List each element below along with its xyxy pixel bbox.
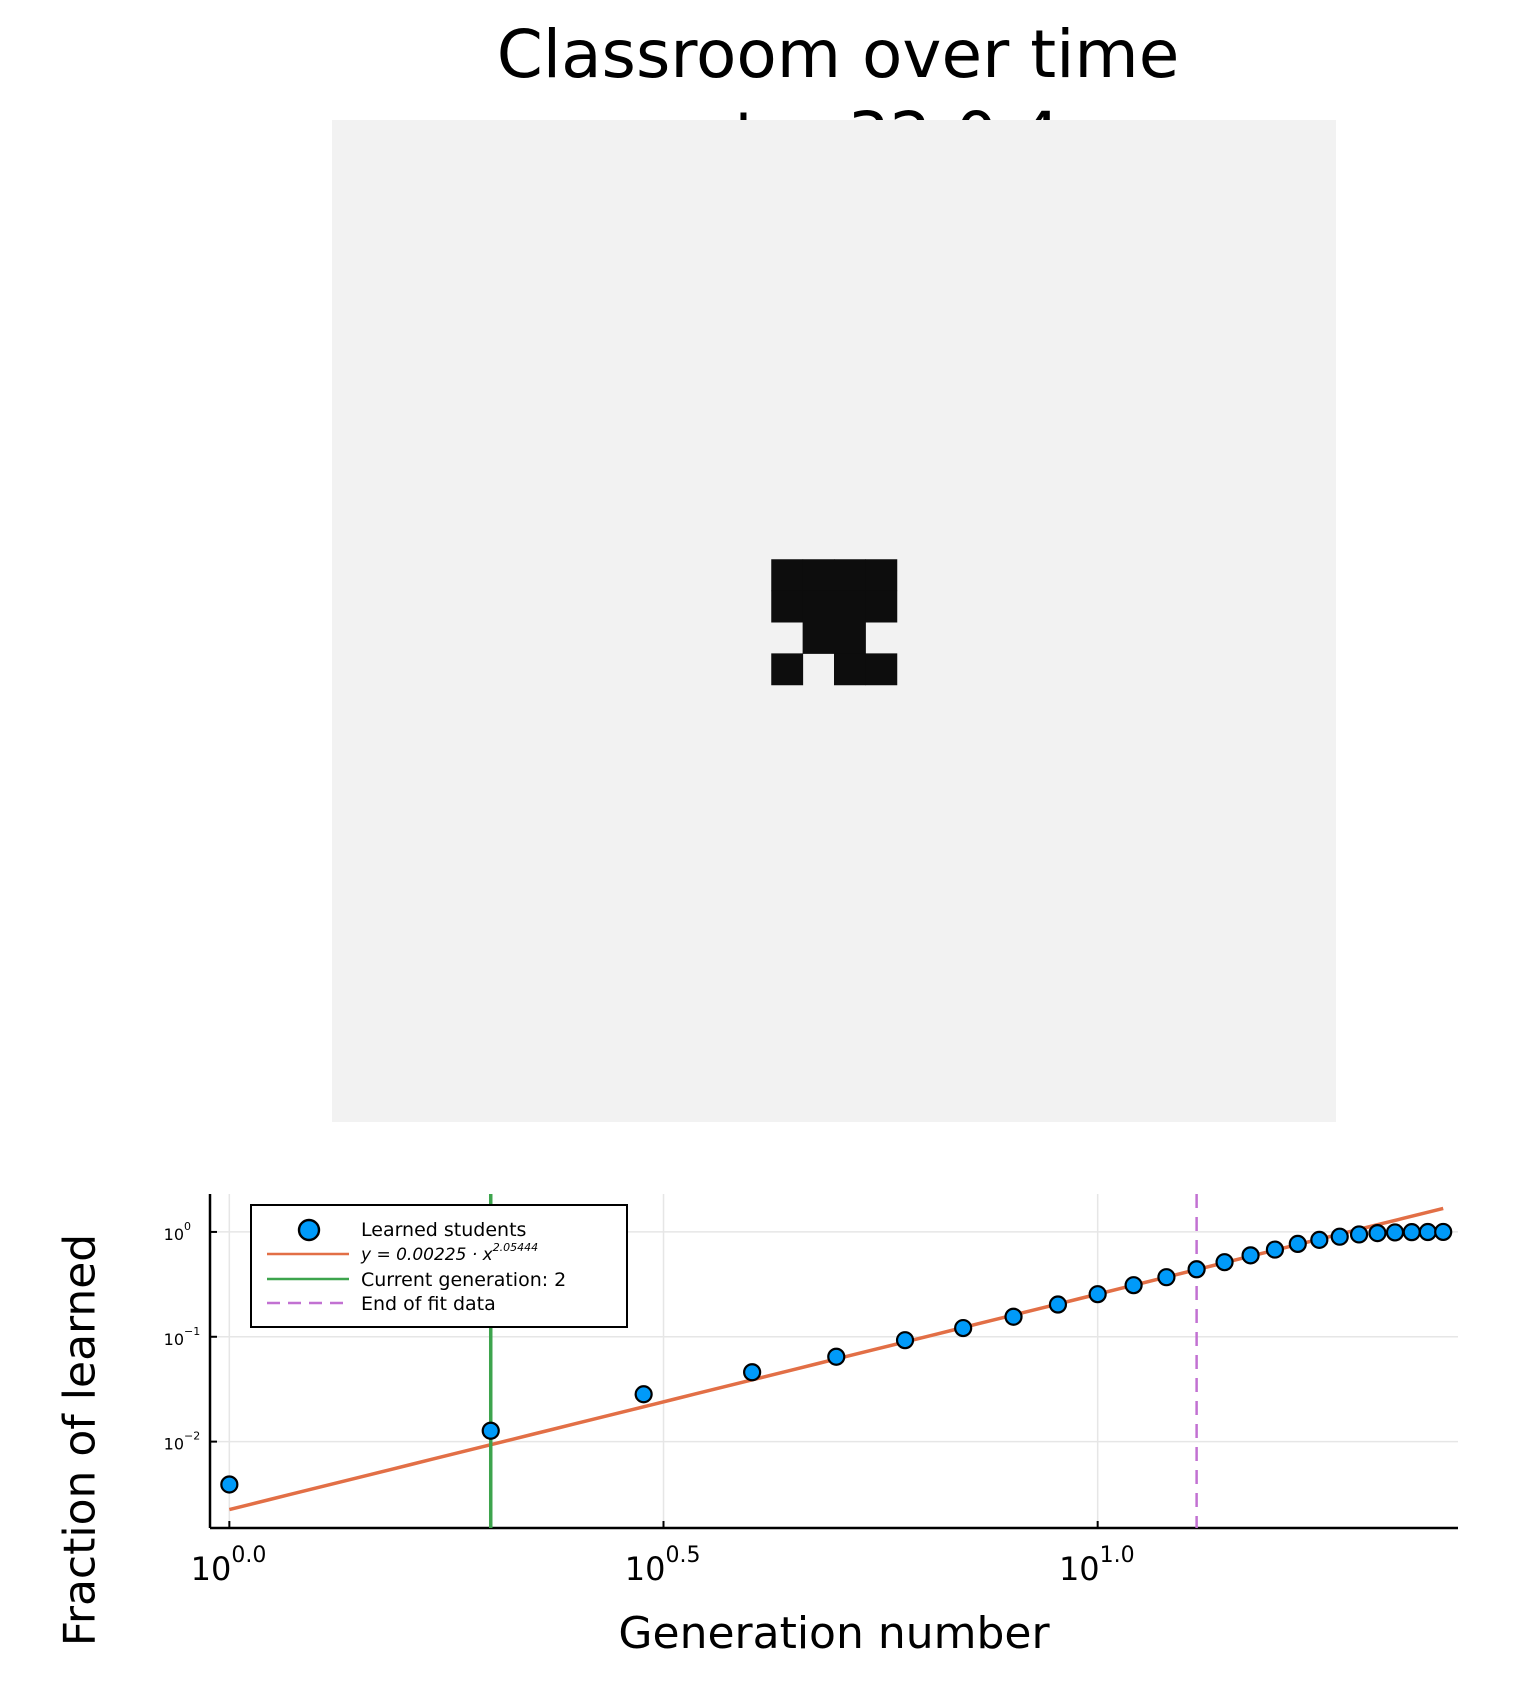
learned-cell (802, 559, 835, 592)
learned-cell (865, 559, 898, 592)
learned-cell (834, 559, 866, 592)
y-tick-label: 10 (164, 1330, 184, 1349)
data-point (1004, 1307, 1023, 1326)
data-point (954, 1318, 973, 1338)
data-point (220, 1475, 239, 1494)
data-point (1048, 1295, 1068, 1314)
y-tick-label: 10 (164, 1435, 184, 1454)
data-point (1187, 1260, 1206, 1279)
learned-cell (771, 590, 804, 623)
learned-cell (802, 622, 835, 654)
y-tick-label: 10 (164, 1225, 184, 1244)
data-point (1434, 1222, 1453, 1242)
x-tick-exponent: 0.0 (231, 1543, 266, 1568)
data-point (1215, 1253, 1234, 1272)
x-tick-label: 10 (1059, 1550, 1100, 1588)
learned-cell (771, 653, 804, 686)
data-point (895, 1331, 915, 1350)
data-point (1310, 1230, 1329, 1249)
data-point (1241, 1246, 1260, 1265)
data-point (1124, 1276, 1143, 1295)
y-axis-label: Fraction of learned (54, 1233, 106, 1647)
legend-label-fit-exponent: 2.05444 (493, 1241, 539, 1254)
y-tick-exponent: −1 (184, 1325, 200, 1338)
data-point (481, 1421, 500, 1440)
x-tick-label: 10 (191, 1550, 232, 1588)
x-tick-exponent: 0.5 (666, 1543, 701, 1568)
y-tick-exponent: 0 (184, 1220, 191, 1233)
learned-cell (834, 590, 866, 623)
data-point (634, 1385, 653, 1404)
legend-label-current: Current generation: 2 (361, 1269, 566, 1291)
data-point (1157, 1268, 1176, 1287)
data-point (1330, 1227, 1349, 1246)
learned-cell (771, 559, 804, 592)
data-point (1349, 1225, 1369, 1244)
x-tick-label: 10 (625, 1550, 666, 1588)
learned-cell (865, 653, 898, 686)
learned-cell (802, 590, 835, 623)
data-point (1385, 1223, 1405, 1242)
learned-cell (865, 590, 898, 623)
data-point (1088, 1285, 1107, 1304)
data-point (743, 1363, 762, 1382)
learned-cell (834, 653, 866, 686)
data-point (1402, 1223, 1421, 1242)
data-point (1265, 1240, 1285, 1259)
classroom-grid (332, 120, 1336, 1122)
data-point (1288, 1234, 1307, 1254)
x-axis-label: Generation number (618, 1608, 1050, 1659)
learned-cell (834, 622, 866, 654)
data-point (1418, 1222, 1437, 1242)
legend-marker-scatter (297, 1218, 321, 1242)
chart-title-line-1: Classroom over time (496, 16, 1180, 93)
data-point (1368, 1223, 1387, 1243)
legend-label-scatter: Learned students (361, 1219, 526, 1241)
y-tick-exponent: −2 (184, 1430, 200, 1443)
x-tick-exponent: 1.0 (1100, 1543, 1135, 1568)
data-point (827, 1347, 846, 1366)
legend-label-end: End of fit data (361, 1293, 496, 1315)
